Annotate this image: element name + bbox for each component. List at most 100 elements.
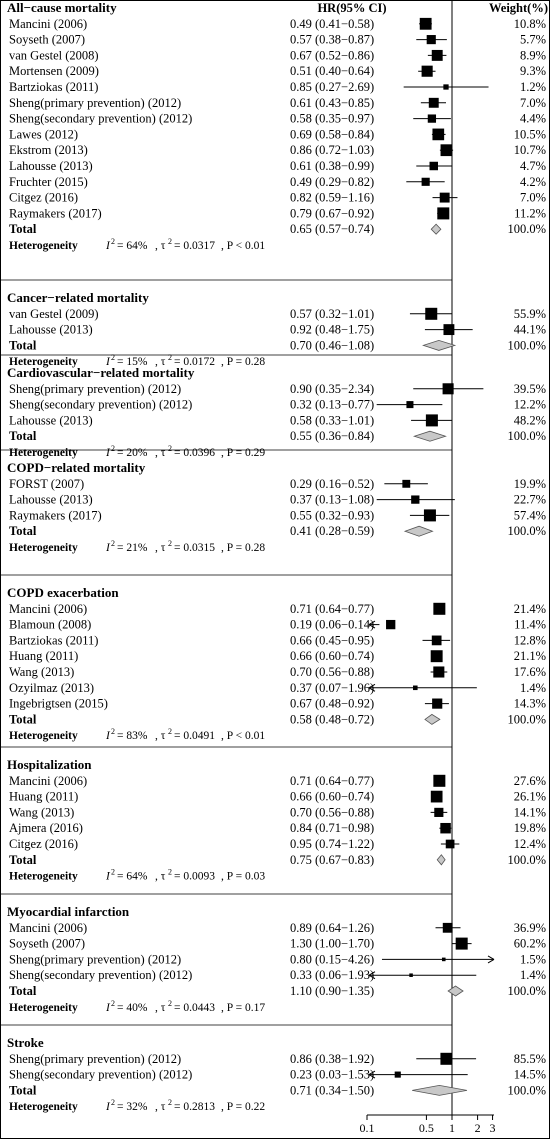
total-label: Total [9,524,37,538]
heterogeneity-p: , P = 0.29 [221,447,265,459]
study-weight: 14.3% [514,697,546,711]
total-label: Total [9,338,37,352]
study-marker [442,922,453,933]
study-marker [440,1052,453,1065]
study-weight: 17.6% [514,665,546,679]
tau2-superscript: 2 [168,999,172,1008]
study-weight: 22.7% [514,493,546,507]
study-name: Ozyilmaz (2013) [9,681,94,695]
study-weight: 48.2% [514,413,546,427]
study-hr-ci: 0.89 (0.64−1.26) [290,921,374,935]
total-hr-ci: 0.71 (0.34−1.50) [290,1083,374,1097]
study-hr-ci: 0.80 (0.15−4.26) [290,952,374,966]
x-axis: 0.1 0.5 1 2 3 [360,1114,496,1135]
study-hr-ci: 0.95 (0.74−1.22) [290,837,374,851]
total-label: Total [9,1083,37,1097]
total-hr-ci: 0.75 (0.67−0.83) [290,853,374,867]
heterogeneity-label: Heterogeneity [9,447,78,459]
total-diamond [422,339,457,351]
study-hr-ci: 0.33 (0.06−1.93) [290,968,374,982]
total-label: Total [9,984,37,998]
total-label: Total [9,712,37,726]
study-hr-ci: 0.61 (0.43−0.85) [290,96,374,110]
study-hr-ci: 0.86 (0.38−1.92) [290,1052,374,1066]
total-diamond [412,430,447,442]
group-title: Stroke [7,1035,44,1050]
study-name: Fruchter (2015) [9,175,88,189]
study-marker [442,383,454,395]
tau2-symbol: , τ [155,1101,166,1113]
study-weight: 85.5% [514,1052,546,1066]
study-name: Ekstrom (2013) [9,143,88,157]
study-name: Lahousse (2013) [9,413,93,427]
heterogeneity-label: Heterogeneity [9,356,78,368]
study-name: Ingebrigtsen (2015) [9,697,108,711]
study-name: Mancini (2006) [9,17,87,31]
i2-superscript: 2 [111,727,115,736]
study-name: Soyseth (2007) [9,33,85,47]
heterogeneity-tau2: = 0.0491 [174,730,215,742]
study-marker [431,635,442,646]
study-weight: 60.2% [514,937,546,951]
tau2-symbol: , τ [155,871,166,883]
study-hr-ci: 0.29 (0.16−0.52) [290,477,374,491]
study-name: Sheng(primary prevention) (2012) [9,96,181,110]
heterogeneity-i2: = 40% [117,1002,148,1014]
study-marker [439,192,450,203]
study-weight: 36.9% [514,921,546,935]
heterogeneity-i2: = 32% [117,1101,148,1113]
heterogeneity-p: , P = 0.28 [221,356,265,368]
study-hr-ci: 0.37 (0.07−1.96) [290,681,374,695]
study-name: Lahousse (2013) [9,159,93,173]
i2-superscript: 2 [111,1098,115,1107]
heterogeneity-p: , P = 0.03 [221,871,265,883]
study-name: Raymakers (2017) [9,206,102,220]
study-weight: 12.4% [514,837,546,851]
study-marker [425,307,438,320]
study-weight: 12.2% [514,398,546,412]
study-hr-ci: 0.57 (0.32−1.01) [290,307,374,321]
total-label: Total [9,853,37,867]
study-hr-ci: 0.66 (0.45−0.95) [290,633,374,647]
study-hr-ci: 0.23 (0.03−1.53) [290,1068,374,1082]
x-tick-label: 2 [475,1121,481,1135]
total-weight: 100.0% [507,1083,546,1097]
study-hr-ci: 1.30 (1.00−1.70) [290,937,374,951]
study-marker [441,957,446,962]
hr-column-header: HR(95% CI) [317,1,386,15]
study-hr-ci: 0.32 (0.13−0.77) [290,398,374,412]
total-label: Total [9,429,37,443]
study-weight: 14.5% [514,1068,546,1082]
total-diamond [424,713,441,725]
study-name: Bartziokas (2011) [9,80,98,94]
study-hr-ci: 0.82 (0.59−1.16) [290,191,374,205]
tau2-superscript: 2 [168,539,172,548]
study-marker [419,17,432,30]
study-hr-ci: 0.55 (0.32−0.93) [290,508,374,522]
study-weight: 19.9% [514,477,546,491]
study-hr-ci: 0.71 (0.64−0.77) [290,774,374,788]
study-marker [455,937,468,950]
i2-symbol: I [105,1101,111,1113]
tau2-symbol: , τ [155,1002,166,1014]
ci-arrow-left [368,971,376,980]
i2-superscript: 2 [111,868,115,877]
study-marker [406,401,414,409]
study-hr-ci: 0.71 (0.64−0.77) [290,602,374,616]
heterogeneity-i2: = 20% [117,447,148,459]
study-marker [429,161,438,171]
tau2-superscript: 2 [168,727,172,736]
study-weight: 26.1% [514,790,546,804]
total-hr-ci: 0.55 (0.36−0.84) [290,429,374,443]
study-hr-ci: 0.58 (0.35−0.97) [290,112,374,126]
heterogeneity-i2: = 64% [117,240,148,252]
study-hr-ci: 0.37 (0.13−1.08) [290,493,374,507]
study-name: Sheng(secondary prevention) (2012) [9,398,192,412]
study-weight: 39.5% [514,382,546,396]
study-marker [440,144,453,157]
heterogeneity-tau2: = 0.0443 [174,1002,215,1014]
study-name: Mancini (2006) [9,921,87,935]
heterogeneity-label: Heterogeneity [9,1002,78,1014]
study-hr-ci: 0.19 (0.06−0.14) [290,618,374,632]
study-name: Wang (2013) [9,805,74,819]
